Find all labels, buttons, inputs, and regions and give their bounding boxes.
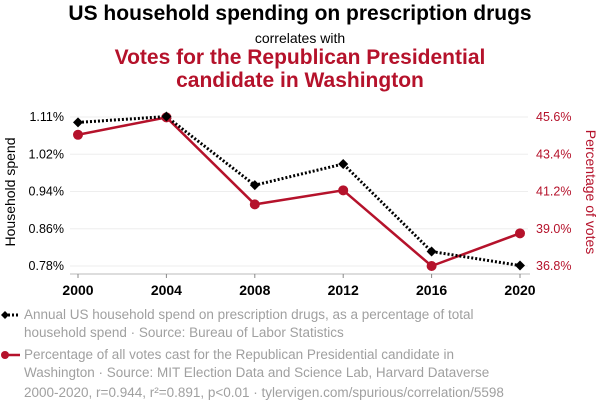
y-tick-label: 1.02% [29, 147, 64, 161]
chart-title-2-line2: candidate in Washington [176, 69, 424, 92]
legend-text: Percentage of all votes cast for the Rep… [24, 347, 455, 362]
y2-tick-label: 45.6% [536, 110, 571, 124]
x-tick-label: 2004 [151, 282, 182, 298]
data-point-votes [426, 261, 437, 271]
chart-title-2: Votes for the Republican Presidential ca… [0, 46, 600, 92]
data-point-votes [515, 228, 525, 239]
x-tick-label: 2008 [239, 282, 270, 298]
data-point-votes [249, 199, 260, 210]
legend-marker-votes-dot [1, 351, 9, 359]
chart-subtitle: correlates with [254, 30, 346, 46]
y-tick-label: 0.94% [29, 185, 64, 199]
series-line-spend [77, 115, 521, 268]
legend-marker-spend-diamond [1, 311, 9, 319]
footer-stats: 2000-2020, r=0.944, r²=0.891, p<0.01 · t… [24, 385, 504, 400]
data-point-spend [161, 111, 172, 122]
data-point-spend [73, 117, 83, 128]
y2-axis-label: Percentage of votes [583, 130, 599, 255]
legend-entry-votes: Percentage of all votes cast for the Rep… [24, 346, 594, 382]
data-point-spend [515, 260, 525, 271]
y2-tick-label: 39.0% [536, 222, 571, 236]
series-line-votes [77, 115, 521, 268]
data-point-votes [73, 129, 83, 140]
data-point-spend [338, 158, 349, 169]
legend-text: household spend · Source: Bureau of Labo… [24, 325, 344, 340]
y-tick-label: 1.11% [29, 110, 64, 124]
x-tick-label: 2020 [504, 282, 535, 298]
y-axis-label: Household spend [2, 138, 18, 247]
legend-text: Annual US household spend on prescriptio… [24, 307, 474, 322]
y2-tick-label: 41.2% [536, 185, 571, 199]
chart-title: US household spending on prescription dr… [68, 2, 532, 25]
y-tick-label: 0.78% [29, 259, 64, 273]
x-tick-label: 2000 [62, 282, 93, 298]
chart-title-2-line1: Votes for the Republican Presidential [114, 46, 486, 69]
y2-tick-label: 36.8% [536, 259, 571, 273]
legend-text: Washington · Source: MIT Election Data a… [24, 365, 490, 380]
legend-entry-spend: Annual US household spend on prescriptio… [24, 306, 594, 342]
data-point-spend [426, 246, 437, 257]
data-point-votes [338, 185, 349, 196]
x-tick-label: 2016 [416, 282, 447, 298]
data-point-spend [249, 180, 260, 191]
x-tick-label: 2012 [328, 282, 359, 298]
y2-tick-label: 43.4% [536, 147, 571, 161]
y-tick-label: 0.86% [29, 222, 64, 236]
